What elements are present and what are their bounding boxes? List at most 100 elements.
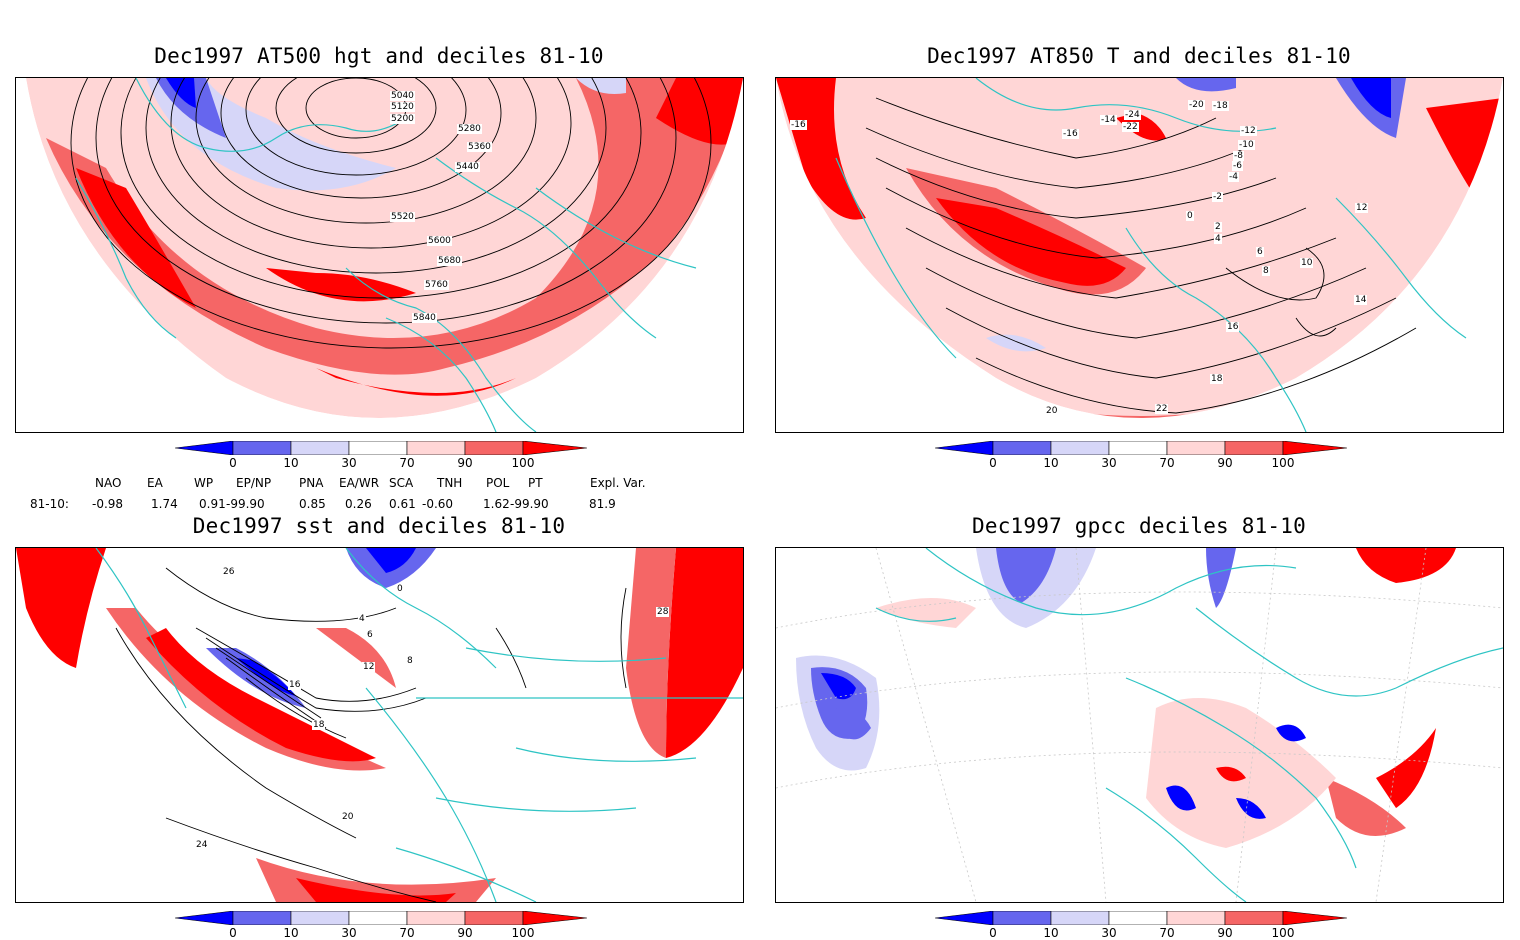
contour-label: 22 xyxy=(1155,404,1169,414)
colorbar-top-right: 0 10 30 70 90 100 xyxy=(934,440,1348,470)
tele-value-eawr: 0.26 xyxy=(345,497,372,511)
colorbar-tick-label: 0 xyxy=(229,456,237,470)
colorbar-tick-label: 90 xyxy=(1217,926,1233,940)
colorbar-tick-label: 100 xyxy=(511,926,535,940)
colorbar-tick-label: 30 xyxy=(341,456,357,470)
tele-value-pol: 1.62 xyxy=(483,497,510,511)
colorbar-segment xyxy=(232,910,292,926)
contour-label: 5040 xyxy=(390,91,415,101)
map-t850 xyxy=(775,77,1504,433)
colorbar-tick-label: 10 xyxy=(1043,926,1059,940)
colorbar-segment xyxy=(992,910,1052,926)
contour-label: -2 xyxy=(1212,192,1223,202)
contour-label: 5120 xyxy=(390,102,415,112)
contour-label: 2 xyxy=(1214,222,1222,232)
colorbar-top-left: 0 10 30 70 90 100 xyxy=(174,440,588,470)
map-gpcc xyxy=(775,547,1504,903)
contour-label: -22 xyxy=(1122,122,1139,132)
panel-title-gpcc: Dec1997 gpcc deciles 81-10 xyxy=(972,514,1306,538)
contour-label: 6 xyxy=(366,630,374,640)
contour-label: -6 xyxy=(1232,161,1243,171)
contour-label: -24 xyxy=(1124,110,1141,120)
colorbar-tick-label: 70 xyxy=(1159,456,1175,470)
contour-label: 4 xyxy=(1214,234,1222,244)
contour-label: 6 xyxy=(1256,247,1264,257)
colorbar-svg xyxy=(934,910,1348,926)
colorbar-tick-label: 70 xyxy=(1159,926,1175,940)
contour-label: 12 xyxy=(362,662,376,672)
contour-label: 8 xyxy=(406,656,414,666)
colorbar-segment xyxy=(464,440,524,456)
colorbar-tick-label: 0 xyxy=(989,926,997,940)
contour-label: 14 xyxy=(1354,295,1368,305)
tele-value-ea: 1.74 xyxy=(151,497,178,511)
colorbar-tick-label: 0 xyxy=(989,456,997,470)
contour-label: 5600 xyxy=(427,236,452,246)
colorbar-segment xyxy=(1050,910,1110,926)
tele-header-tnh: TNH xyxy=(437,476,463,490)
tele-value-tnh: -0.60 xyxy=(422,497,454,511)
colorbar-bottom-right: 0 10 30 70 90 100 xyxy=(934,910,1348,940)
contour-label: 28 xyxy=(656,607,670,617)
colorbar-segment xyxy=(406,910,466,926)
tele-row-label: 81-10: xyxy=(30,497,69,511)
colorbar-segment xyxy=(1282,440,1348,456)
colorbar-svg xyxy=(174,910,588,926)
colorbar-segment xyxy=(934,910,994,926)
colorbar-tick-label: 90 xyxy=(457,926,473,940)
panel-title-t850: Dec1997 AT850 T and deciles 81-10 xyxy=(927,44,1351,68)
colorbar-tick-label: 100 xyxy=(511,456,535,470)
teleconnection-table: NAO EA WP EP/NP PNA EA/WR SCA TNH POL PT… xyxy=(0,476,740,512)
tele-value-epnp: -99.90 xyxy=(226,497,265,511)
colorbar-segment xyxy=(522,910,588,926)
colorbar-segment xyxy=(406,440,466,456)
colorbar-svg xyxy=(934,440,1348,456)
colorbar-segment xyxy=(1224,440,1284,456)
colorbar-segment xyxy=(1224,910,1284,926)
tele-header-explvar: Expl. Var. xyxy=(590,476,646,490)
tele-header-sca: SCA xyxy=(389,476,414,490)
contour-label: -20 xyxy=(1188,100,1205,110)
contour-label: 16 xyxy=(1226,322,1240,332)
colorbar-segment xyxy=(1108,440,1168,456)
contour-label: -18 xyxy=(1212,101,1229,111)
tele-header-pol: POL xyxy=(486,476,510,490)
colorbar-tick-label: 90 xyxy=(1217,456,1233,470)
colorbar-segment xyxy=(1166,440,1226,456)
contour-label: 4 xyxy=(358,614,366,624)
contour-label: -16 xyxy=(1062,129,1079,139)
colorbar-tick-label: 100 xyxy=(1271,456,1295,470)
contour-label: 20 xyxy=(1045,406,1059,416)
contour-label: -8 xyxy=(1233,151,1244,161)
contour-label: 26 xyxy=(222,567,236,577)
contour-label: 20 xyxy=(341,812,355,822)
tele-header-eawr: EA/WR xyxy=(339,476,380,490)
colorbar-tick-label: 100 xyxy=(1271,926,1295,940)
panel-title-sst: Dec1997 sst and deciles 81-10 xyxy=(192,514,566,538)
contour-label: 24 xyxy=(195,840,209,850)
tele-header-ea: EA xyxy=(147,476,163,490)
contour-label: 10 xyxy=(1300,258,1314,268)
colorbar-tick-label: 90 xyxy=(457,456,473,470)
contour-label: 0 xyxy=(396,584,404,594)
colorbar-tick-label: 0 xyxy=(229,926,237,940)
contour-label: 12 xyxy=(1355,203,1369,213)
colorbar-bottom-left: 0 10 30 70 90 100 xyxy=(174,910,588,940)
tele-value-wp: 0.91 xyxy=(199,497,226,511)
colorbar-segment xyxy=(1050,440,1110,456)
colorbar-segment xyxy=(232,440,292,456)
colorbar-tick-label: 10 xyxy=(283,926,299,940)
tele-header-nao: NAO xyxy=(95,476,122,490)
colorbar-svg xyxy=(174,440,588,456)
tele-value-pna: 0.85 xyxy=(299,497,326,511)
map-sst xyxy=(15,547,744,903)
contour-label: -16 xyxy=(790,120,807,130)
tele-value-pt: -99.90 xyxy=(510,497,549,511)
colorbar-tick-label: 30 xyxy=(341,926,357,940)
contour-label: 5200 xyxy=(390,114,415,124)
contour-label: 5440 xyxy=(455,162,480,172)
colorbar-segment xyxy=(174,440,234,456)
colorbar-segment xyxy=(992,440,1052,456)
tele-value-nao: -0.98 xyxy=(92,497,124,511)
tele-value-explvar: 81.9 xyxy=(589,497,616,511)
